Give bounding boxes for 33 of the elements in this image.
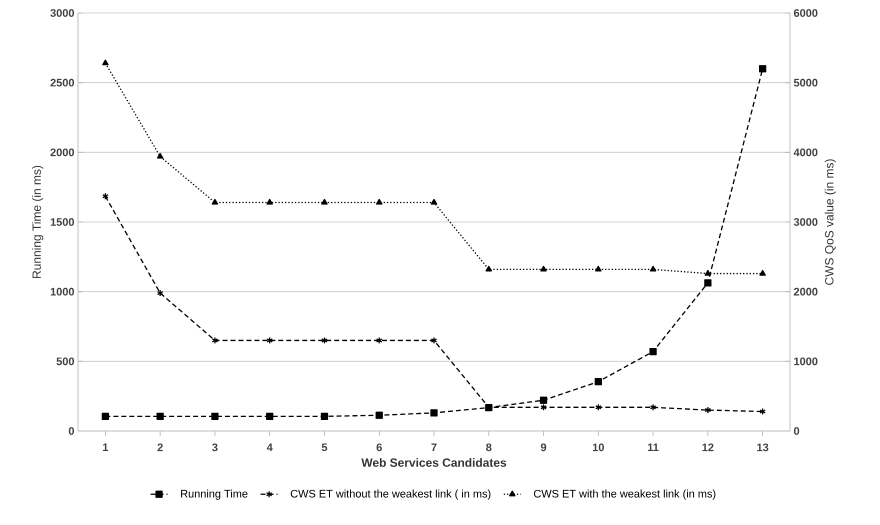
x-tick-label: 1 (103, 443, 108, 452)
y-tick-label: 1500 (50, 218, 74, 226)
legend-label: Running Time (181, 490, 248, 500)
y2-tick-label: 1000 (794, 357, 818, 366)
y-tick-label: 2500 (50, 78, 74, 87)
y2-tick-label: 4000 (794, 148, 818, 156)
x-tick-label: 6 (376, 443, 382, 452)
x-axis-title: Web Services Candidates (361, 458, 506, 467)
y2-tick-label: 5000 (794, 78, 818, 87)
y-tick-label: 2000 (50, 148, 74, 156)
x-tick-label: 11 (648, 443, 659, 452)
x-tick-label: 10 (592, 443, 604, 452)
x-tick-label: 12 (702, 443, 714, 452)
y2-tick-label: 3000 (794, 218, 818, 226)
legend-label: CWS ET without the weakest link ( in ms) (290, 490, 490, 500)
y-tick-label: 1000 (50, 288, 74, 296)
x-tick-label: 13 (757, 443, 768, 452)
legend-label: CWS ET with the weakest link (in ms) (534, 490, 716, 500)
y-tick-label: 500 (56, 357, 74, 366)
x-tick-label: 3 (212, 443, 218, 452)
y2-axis-title: CWS QoS value (in ms) (824, 159, 836, 285)
y-tick-label: 0 (68, 427, 74, 435)
x-tick-label: 9 (540, 443, 546, 452)
y-tick-label: 3000 (50, 9, 74, 17)
x-tick-label: 5 (322, 443, 328, 452)
x-tick-label: 2 (157, 443, 163, 452)
y2-tick-label: 6000 (794, 9, 818, 17)
x-tick-label: 7 (431, 443, 437, 452)
x-tick-label: 4 (266, 443, 273, 452)
x-tick-label: 8 (486, 443, 492, 452)
y-axis-title: Running Time (in ms) (32, 166, 44, 278)
y2-tick-label: 2000 (794, 288, 818, 296)
y2-tick-label: 0 (794, 427, 800, 435)
